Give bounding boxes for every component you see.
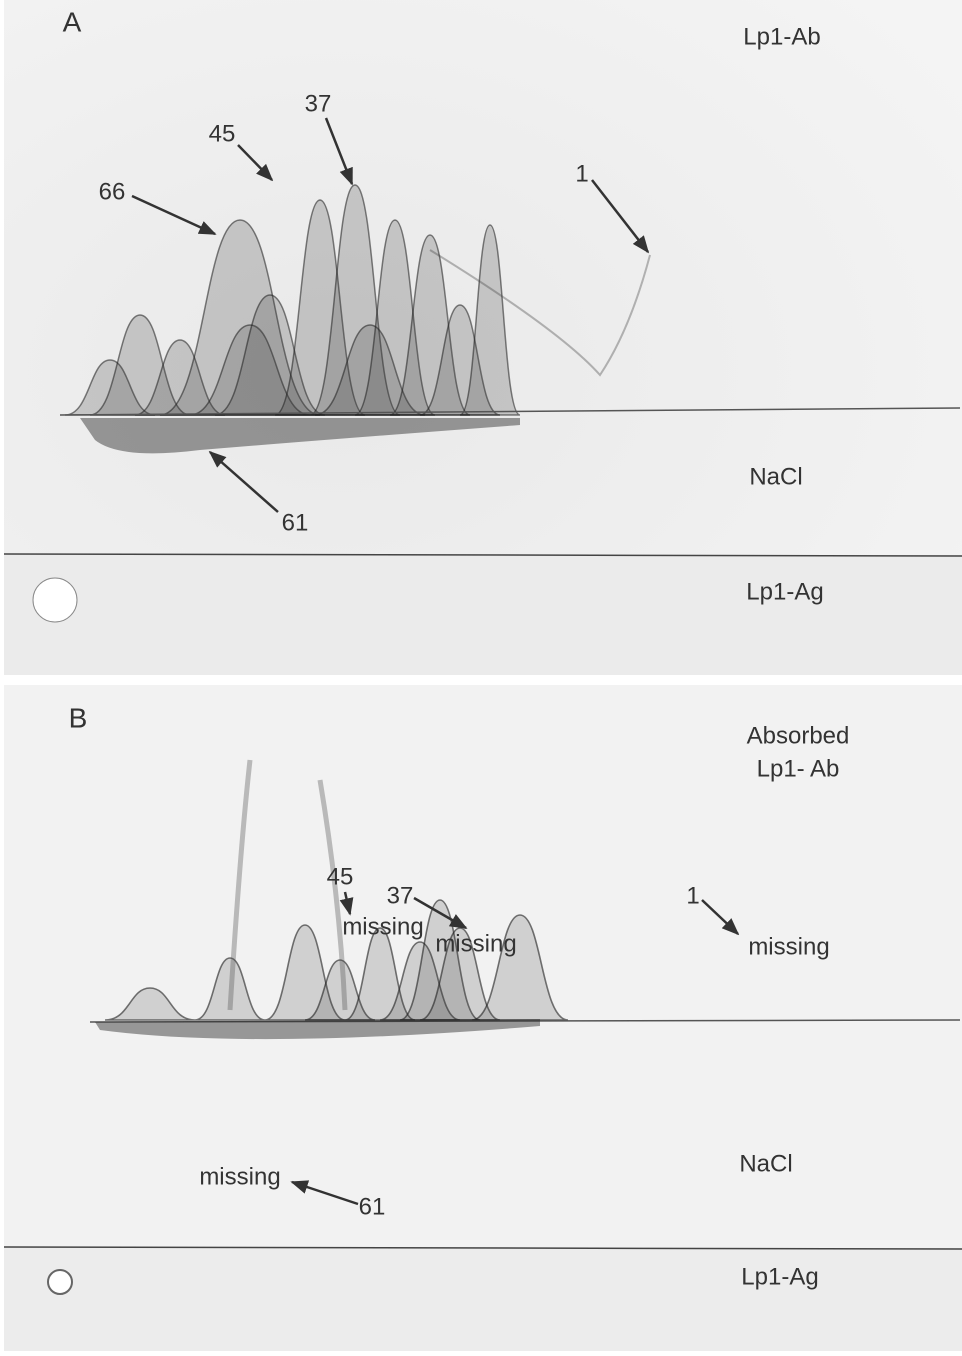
missing-label: missing — [199, 1163, 280, 1190]
peak-label: 1 — [686, 882, 699, 909]
panel-b-background — [4, 685, 962, 1351]
precipitate-peaks — [64, 184, 521, 416]
peak-label: 45 — [209, 120, 236, 147]
gel-label: NaCl — [739, 1150, 792, 1177]
antigen-gel — [4, 1248, 962, 1351]
antigen-gel — [4, 555, 962, 675]
streak — [317, 779, 348, 1011]
precipitate-peak — [304, 959, 376, 1021]
precipitate-peak — [159, 219, 321, 416]
precipitate-peak — [214, 294, 326, 416]
precipitate-peak — [459, 224, 521, 416]
peak-label: 61 — [359, 1193, 386, 1220]
panel-label: B — [69, 702, 88, 733]
peak-label: 66 — [99, 178, 126, 205]
gel-label: NaCl — [749, 463, 802, 490]
precipitate-peaks — [104, 899, 569, 1021]
precipitate-peak — [189, 324, 311, 416]
precipitate-peak — [274, 199, 366, 416]
gel-boundary — [59, 407, 961, 416]
precipitate-peak — [354, 219, 436, 416]
gel-boundary — [3, 553, 962, 557]
gel-label: Lp1-Ag — [746, 578, 823, 605]
precipitate-band — [95, 1019, 540, 1040]
antigen-well — [32, 577, 78, 623]
precipitate-band — [80, 418, 520, 454]
precipitate-peak — [134, 339, 226, 416]
precipitate-peak — [89, 314, 191, 416]
gel-boundary — [3, 1246, 962, 1250]
precipitate-peak — [471, 914, 569, 1021]
peak-1 — [429, 249, 651, 377]
peak-label: 37 — [305, 90, 332, 117]
gel-boundary — [89, 1019, 961, 1023]
missing-label: missing — [342, 913, 423, 940]
precipitate-peak — [309, 184, 401, 416]
peak-label: 1 — [575, 160, 588, 187]
peak-label: 61 — [282, 509, 309, 536]
precipitate-peak — [379, 941, 461, 1021]
precipitate-peak — [104, 987, 196, 1021]
missing-label: missing — [748, 933, 829, 960]
precipitate-peak — [194, 957, 266, 1021]
missing-label: missing — [435, 930, 516, 957]
antigen-well — [47, 1269, 73, 1295]
precipitate-peak — [264, 924, 346, 1021]
precipitate-peak — [419, 304, 501, 416]
gel-label: Lp1- Ab — [757, 755, 840, 782]
precipitate-peak — [399, 899, 481, 1021]
peak-label: 45 — [327, 863, 354, 890]
peak-label: 37 — [387, 882, 414, 909]
arrows — [290, 891, 740, 1206]
precipitate-peak — [389, 234, 471, 416]
arrows — [131, 117, 650, 513]
panel-label: A — [63, 6, 82, 37]
gel-label: Lp1-Ag — [741, 1263, 818, 1290]
gel-label: Absorbed — [747, 722, 850, 749]
streak — [227, 759, 253, 1011]
gel-label: Lp1-Ab — [743, 23, 820, 50]
